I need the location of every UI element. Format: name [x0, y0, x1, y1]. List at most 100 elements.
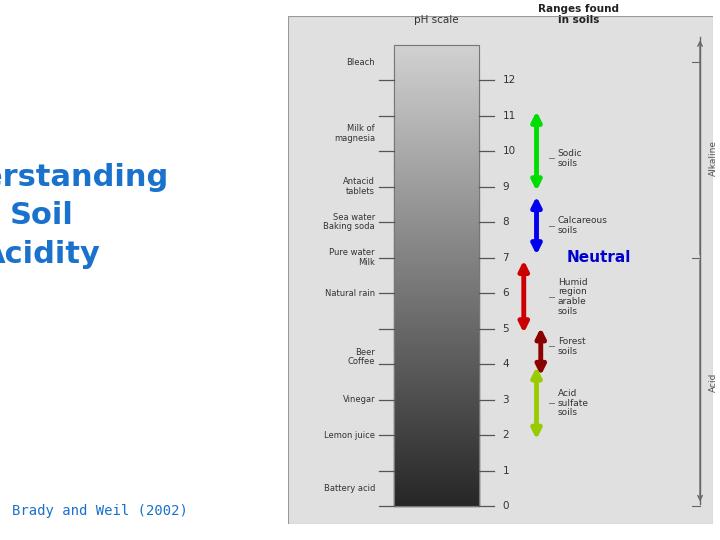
Bar: [395, 416, 480, 418]
Bar: [395, 137, 480, 139]
Bar: [395, 130, 480, 132]
Bar: [395, 156, 480, 158]
Bar: [395, 299, 480, 301]
Bar: [395, 68, 480, 70]
Bar: [395, 333, 480, 335]
Bar: [395, 45, 480, 47]
Bar: [395, 375, 480, 377]
Bar: [395, 502, 480, 504]
Bar: [395, 160, 480, 162]
Bar: [395, 370, 480, 372]
Bar: [395, 446, 480, 448]
Bar: [395, 414, 480, 416]
Text: pH scale: pH scale: [415, 15, 459, 25]
Bar: [395, 204, 480, 206]
Bar: [395, 326, 480, 328]
Bar: [395, 421, 480, 423]
Bar: [395, 342, 480, 345]
Bar: [395, 109, 480, 111]
Bar: [395, 241, 480, 243]
Text: Sea water
Baking soda: Sea water Baking soda: [323, 213, 375, 232]
Text: Natural rain: Natural rain: [325, 288, 375, 298]
Bar: [395, 174, 480, 176]
Bar: [395, 305, 480, 308]
Bar: [395, 462, 480, 464]
Text: Pure water
Milk: Pure water Milk: [330, 248, 375, 267]
Bar: [395, 481, 480, 483]
Bar: [395, 51, 480, 54]
Text: Bleach: Bleach: [346, 58, 375, 67]
Bar: [395, 430, 480, 432]
Bar: [395, 488, 480, 490]
Bar: [395, 349, 480, 352]
Bar: [395, 368, 480, 370]
Bar: [395, 354, 480, 356]
Text: Vinegar: Vinegar: [343, 395, 375, 404]
Bar: [395, 439, 480, 441]
Bar: [395, 497, 480, 499]
Bar: [395, 234, 480, 236]
Bar: [395, 153, 480, 156]
Bar: [395, 404, 480, 407]
Bar: [395, 266, 480, 268]
Bar: [395, 116, 480, 118]
Bar: [395, 310, 480, 312]
Bar: [395, 328, 480, 330]
Bar: [395, 89, 480, 91]
Bar: [395, 330, 480, 333]
Text: 3: 3: [503, 395, 509, 404]
Bar: [395, 98, 480, 100]
Bar: [395, 227, 480, 229]
Text: Calcareous
soils: Calcareous soils: [558, 217, 608, 235]
Bar: [395, 437, 480, 439]
Bar: [395, 409, 480, 411]
Bar: [395, 118, 480, 121]
Text: Humid
region
arable
soils: Humid region arable soils: [558, 278, 588, 316]
Bar: [395, 282, 480, 285]
Bar: [395, 250, 480, 252]
Bar: [395, 451, 480, 453]
Bar: [395, 70, 480, 72]
Bar: [395, 165, 480, 167]
Bar: [395, 93, 480, 96]
Bar: [395, 273, 480, 275]
Bar: [395, 229, 480, 232]
Bar: [395, 467, 480, 469]
Bar: [395, 324, 480, 326]
Bar: [395, 139, 480, 141]
Bar: [395, 169, 480, 172]
Bar: [395, 303, 480, 305]
Bar: [395, 158, 480, 160]
Bar: [395, 363, 480, 365]
Bar: [395, 58, 480, 60]
Bar: [395, 485, 480, 488]
Bar: [395, 402, 480, 404]
Bar: [395, 218, 480, 220]
Text: Acid
sulfate
soils: Acid sulfate soils: [558, 389, 589, 417]
Bar: [395, 121, 480, 123]
Bar: [395, 285, 480, 287]
Text: Understanding
Soil
Acidity: Understanding Soil Acidity: [0, 163, 169, 269]
Bar: [395, 194, 480, 197]
Bar: [395, 418, 480, 421]
Bar: [395, 478, 480, 481]
Bar: [395, 400, 480, 402]
Text: 12: 12: [503, 75, 516, 85]
Bar: [395, 460, 480, 462]
Bar: [395, 236, 480, 238]
Text: 8: 8: [503, 217, 509, 227]
Bar: [395, 499, 480, 502]
Bar: [395, 91, 480, 93]
Bar: [395, 49, 480, 51]
Bar: [395, 213, 480, 215]
Bar: [395, 317, 480, 319]
Bar: [395, 474, 480, 476]
Bar: [395, 476, 480, 478]
Bar: [395, 123, 480, 125]
Bar: [395, 187, 480, 190]
Bar: [395, 352, 480, 354]
Bar: [395, 423, 480, 426]
Bar: [395, 280, 480, 282]
Bar: [395, 292, 480, 294]
Bar: [395, 356, 480, 359]
